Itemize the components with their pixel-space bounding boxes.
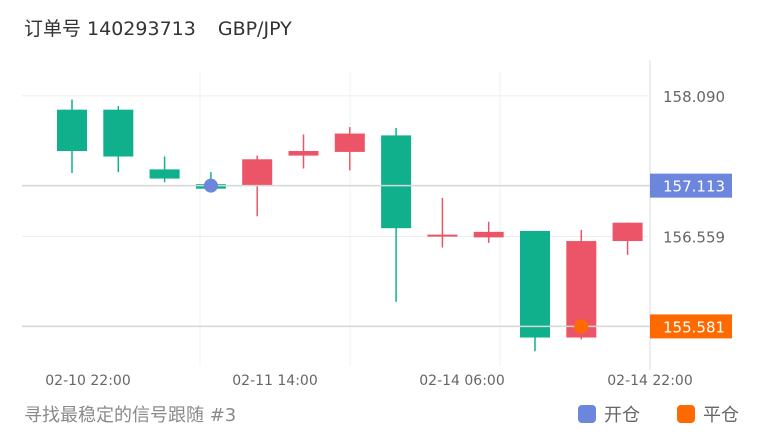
close-price-badge: 155.581 xyxy=(650,314,732,339)
candle xyxy=(288,134,319,169)
legend-close-swatch xyxy=(677,405,695,423)
legend-close-label: 平仓 xyxy=(703,405,739,426)
currency-pair: GBP/JPY xyxy=(217,18,292,40)
open-price-badge-label: 157.113 xyxy=(663,178,725,196)
legend-open-label: 开仓 xyxy=(604,405,640,426)
price-axis: 158.090 156.559 157.113 155.581 xyxy=(649,60,732,370)
candle xyxy=(149,156,180,183)
candle-body xyxy=(381,135,412,229)
candle xyxy=(334,127,365,171)
y-tick-label: 158.090 xyxy=(663,88,725,106)
open-trade-marker xyxy=(203,178,218,193)
open-price-badge: 157.113 xyxy=(650,173,732,198)
time-axis: 02-10 22:00 02-11 14:00 02-14 06:00 02-14 2… xyxy=(45,373,692,389)
candle-body xyxy=(242,159,273,186)
legend-open-swatch xyxy=(578,405,596,423)
candle-body xyxy=(334,133,365,152)
candle-body xyxy=(520,230,550,338)
candle-body xyxy=(427,234,458,237)
close-price-badge-bg xyxy=(650,314,732,339)
candle-body xyxy=(57,109,87,152)
trade-markers xyxy=(22,178,650,334)
candle-body xyxy=(288,151,319,156)
open-price-badge-bg xyxy=(650,173,732,198)
order-number: 订单号 140293713 xyxy=(24,18,196,40)
candle-body xyxy=(473,231,504,238)
legend-close: 平仓 xyxy=(677,401,739,427)
candles-layer xyxy=(57,99,643,352)
chart-header: 订单号 140293713 GBP/JPY xyxy=(24,14,292,41)
candle xyxy=(57,99,87,174)
close-price-badge-label: 155.581 xyxy=(663,318,725,336)
candle xyxy=(427,197,458,248)
candle-body xyxy=(103,109,134,157)
legend-open: 开仓 xyxy=(578,401,640,427)
x-tick-label: 02-14 06:00 xyxy=(419,373,504,389)
x-tick-label: 02-14 22:00 xyxy=(607,373,692,389)
y-tick-label: 156.559 xyxy=(663,229,725,247)
candle-body xyxy=(149,169,180,179)
candle xyxy=(612,222,643,255)
candle xyxy=(473,221,504,243)
close-trade-marker xyxy=(574,319,589,334)
chart-subtitle: 寻找最稳定的信号跟随 #3 xyxy=(24,405,237,426)
x-tick-label: 02-10 22:00 xyxy=(45,373,130,389)
candle xyxy=(103,105,134,173)
candle xyxy=(520,230,550,352)
x-tick-label: 02-11 14:00 xyxy=(232,373,317,389)
candle xyxy=(381,128,412,302)
candle-body xyxy=(612,222,643,242)
